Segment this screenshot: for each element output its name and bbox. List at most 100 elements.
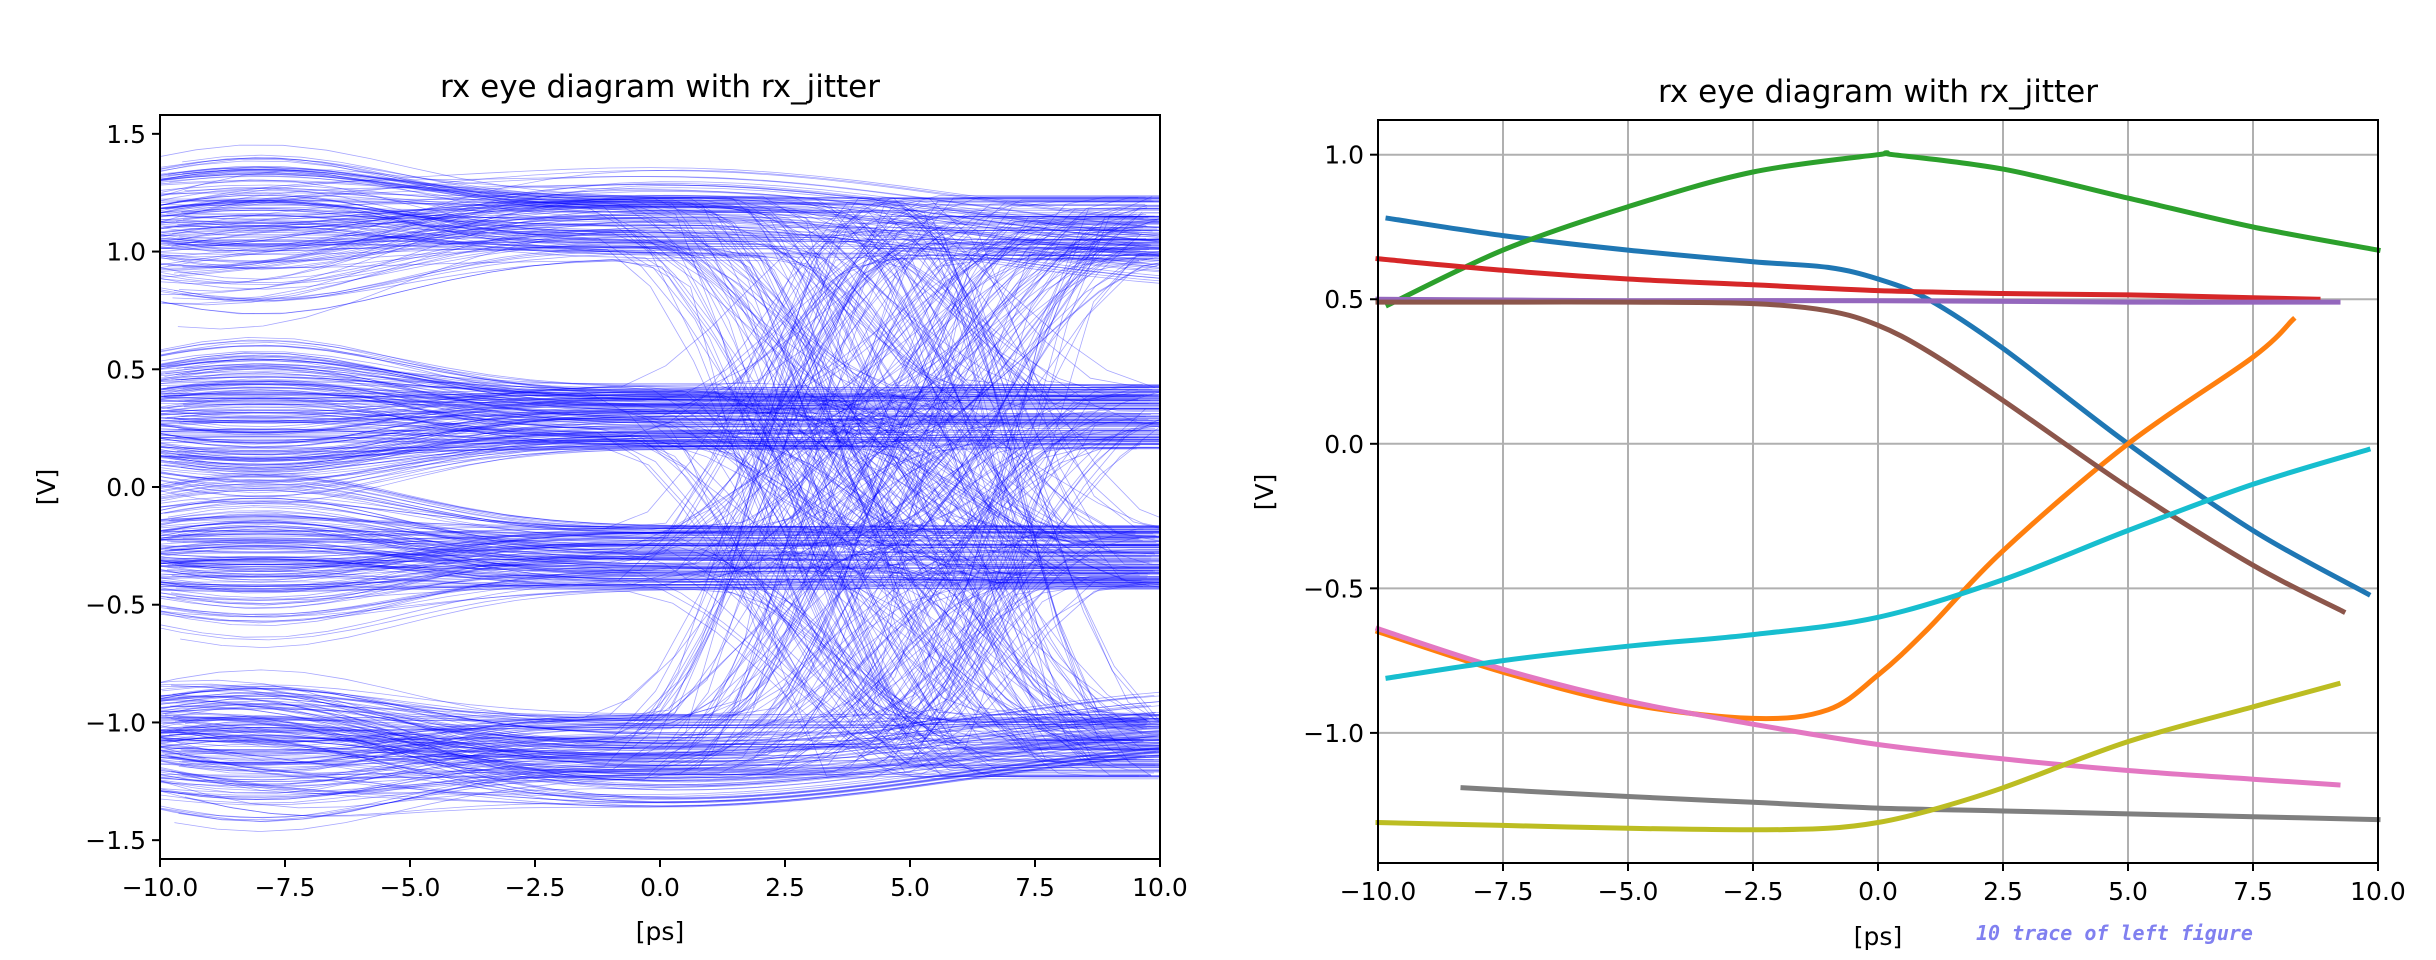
- right-y-axis-label: [V]: [1250, 474, 1279, 511]
- y-tick-label: 0.5: [1324, 285, 1364, 314]
- eye-trace: [160, 387, 1160, 409]
- left-x-axis-label: [ps]: [636, 917, 684, 946]
- eye-trace: [160, 231, 1160, 562]
- eye-trace: [160, 386, 1160, 528]
- eye-trace: [170, 542, 1160, 581]
- x-tick-label: −7.5: [255, 873, 316, 902]
- x-tick-label: 2.5: [765, 873, 805, 902]
- eye-trace: [160, 481, 1160, 530]
- eye-trace: [178, 221, 1160, 772]
- eye-trace: [160, 478, 1160, 721]
- right-axis-ticks: −10.0 −7.5 −5.0 −2.5 0.0 2.5 5.0 7.5 10.0 −1.0 −0.…: [1303, 141, 2406, 906]
- eye-trace: [160, 421, 1141, 446]
- eye-trace: [160, 393, 1160, 542]
- x-tick-label: 7.5: [2233, 877, 2273, 906]
- eye-trace: [160, 206, 1160, 396]
- eye-trace: [160, 359, 1148, 723]
- eye-trace: [160, 447, 1160, 590]
- eye-trace: [160, 380, 1160, 424]
- eye-trace: [160, 183, 1160, 249]
- eye-trace: [175, 549, 1160, 739]
- eye-trace: [160, 551, 1160, 747]
- eye-trace: [160, 246, 1160, 804]
- eye-trace: [160, 254, 1160, 444]
- eye-trace: [160, 214, 1160, 443]
- eye-trace: [160, 711, 1160, 764]
- eye-trace: [167, 533, 1154, 544]
- trace-line: [1375, 299, 2347, 615]
- eye-trace: [160, 531, 1160, 747]
- eye-trace: [160, 552, 1160, 558]
- eye-trace: [160, 474, 1160, 715]
- eye-trace: [174, 398, 1160, 729]
- right-x-axis-label: [ps]: [1854, 922, 1902, 951]
- eye-trace: [160, 441, 1142, 763]
- eye-trace: [160, 694, 1160, 766]
- eye-trace: [160, 551, 1160, 578]
- eye-trace: [171, 217, 1160, 270]
- eye-trace: [182, 422, 1160, 763]
- eye-trace: [160, 249, 1149, 622]
- eye-trace: [160, 225, 1142, 581]
- eye-trace: [160, 221, 1160, 461]
- eye-trace: [160, 683, 1156, 763]
- eye-trace: [160, 565, 1160, 759]
- eye-trace: [160, 435, 1160, 584]
- eye-trace: [160, 551, 1160, 751]
- eye-trace: [160, 225, 1148, 557]
- x-tick-label: 5.0: [2108, 877, 2148, 906]
- eye-trace: [160, 448, 1160, 590]
- eye-trace: [160, 701, 1160, 754]
- eye-trace: [160, 472, 1160, 527]
- eye-trace: [160, 241, 1160, 600]
- eye-trace: [165, 411, 1160, 443]
- eye-trace: [160, 230, 1160, 420]
- eye-trace: [160, 190, 1160, 249]
- eye-trace: [179, 563, 1154, 774]
- eye-trace: [160, 251, 1160, 473]
- eye-trace: [160, 345, 1150, 389]
- eye-trace: [160, 406, 1160, 580]
- eye-trace: [160, 215, 1160, 787]
- eye-trace: [160, 336, 1160, 724]
- eye-trace: [160, 581, 1160, 771]
- eye-trace: [160, 447, 1160, 779]
- eye-trace: [160, 197, 1139, 716]
- eye-trace: [175, 200, 1160, 719]
- eye-trace: [180, 235, 1160, 425]
- eye-trace: [161, 179, 1160, 569]
- eye-trace: [160, 230, 1160, 749]
- eye-trace: [160, 430, 1160, 766]
- eye-trace: [160, 408, 1160, 551]
- eye-trace: [160, 220, 1160, 750]
- eye-trace: [160, 418, 1160, 432]
- eye-trace: [160, 248, 1160, 437]
- eye-trace: [160, 704, 1146, 756]
- eye-trace: [160, 415, 1160, 746]
- eye-trace: [160, 707, 1160, 799]
- eye-trace: [182, 533, 1136, 752]
- y-tick-label: 0.5: [106, 355, 146, 384]
- eye-trace: [160, 398, 1160, 444]
- eye-trace: [160, 525, 1160, 735]
- eye-trace: [160, 220, 1160, 278]
- x-tick-label: −2.5: [1723, 877, 1784, 906]
- eye-trace: [160, 238, 1160, 624]
- eye-trace: [160, 414, 1140, 588]
- eye-trace: [160, 430, 1154, 460]
- eye-trace: [164, 505, 1160, 545]
- eye-trace: [160, 696, 1160, 782]
- eye-trace: [179, 441, 1160, 584]
- eye-trace: [164, 421, 1160, 564]
- eye-trace: [182, 384, 1160, 741]
- eye-trace: [160, 213, 1160, 556]
- eye-trace: [160, 436, 1160, 579]
- eye-trace: [175, 226, 1160, 746]
- eye-trace: [160, 398, 1160, 405]
- eye-trace: [160, 217, 1160, 548]
- eye-trace: [160, 442, 1160, 774]
- eye-trace: [160, 355, 1160, 730]
- eye-trace: [160, 243, 1160, 586]
- x-tick-label: 5.0: [890, 873, 930, 902]
